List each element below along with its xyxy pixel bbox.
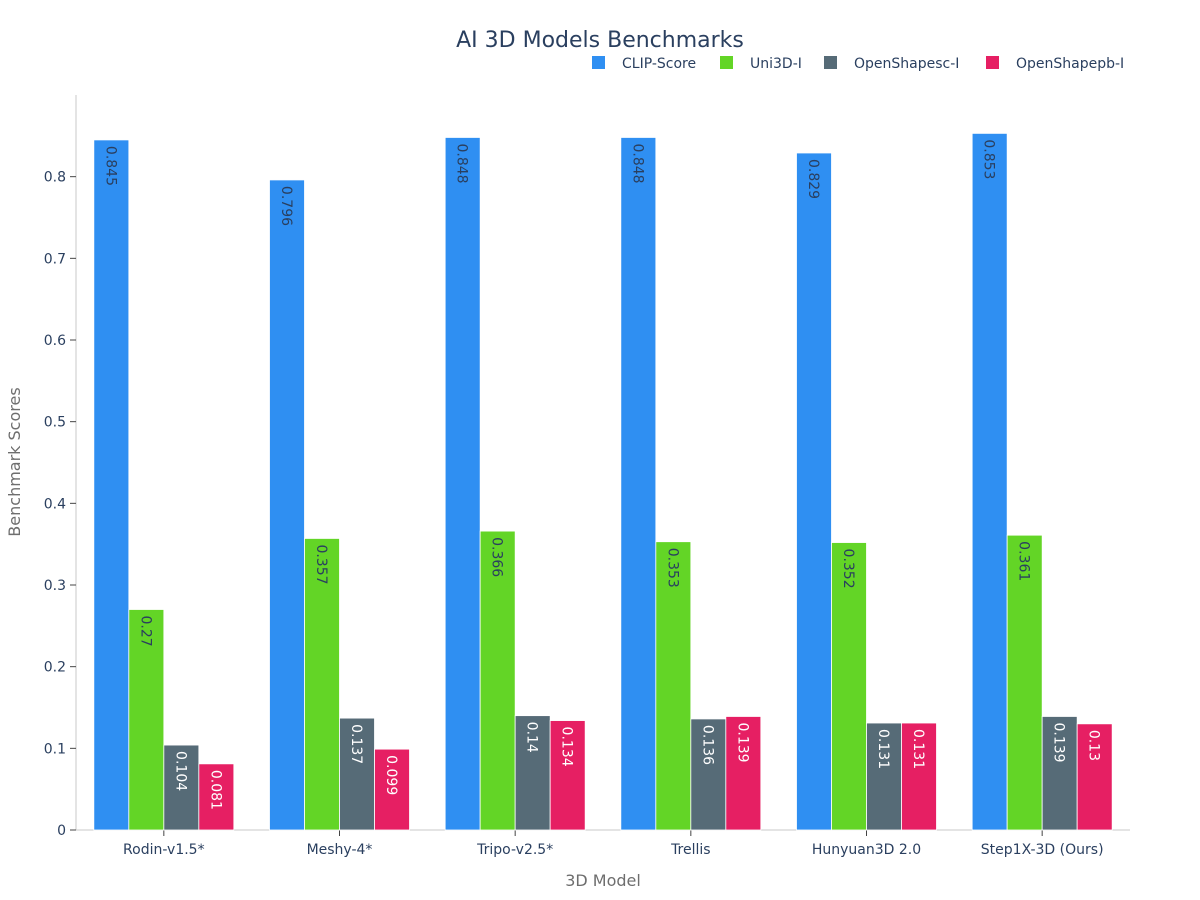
bar-value-label: 0.352 [840, 549, 856, 589]
bar-value-label: 0.134 [559, 727, 575, 767]
bar [901, 722, 937, 831]
x-tick-label: Meshy-4* [307, 842, 373, 858]
bar-value-label: 0.104 [172, 751, 188, 791]
bar-value-label: 0.845 [102, 146, 118, 186]
y-tick-label: 0.4 [44, 496, 66, 512]
bar [549, 720, 586, 831]
bar-value-label: 0.099 [383, 755, 399, 795]
bar [655, 541, 692, 831]
x-axis-title: 3D Model [565, 871, 641, 890]
legend-swatch [824, 56, 837, 69]
bar [128, 609, 165, 831]
bar [374, 748, 410, 831]
bar-value-label: 0.361 [1016, 541, 1032, 581]
y-tick-label: 0.8 [44, 170, 66, 186]
bar-value-label: 0.139 [1051, 722, 1067, 762]
bar-value-label: 0.353 [664, 548, 680, 588]
bar [690, 718, 727, 831]
bar [163, 744, 200, 831]
legend-label: OpenShapesc-I [854, 56, 959, 72]
bar [514, 715, 551, 831]
bar [725, 716, 762, 831]
bar-value-label: 0.27 [137, 616, 153, 647]
bar [304, 538, 340, 831]
bars [93, 132, 1113, 831]
bar [866, 722, 902, 831]
bar-value-label: 0.139 [734, 722, 750, 762]
bar-value-label: 0.131 [875, 729, 891, 769]
x-tick-label: Rodin-v1.5* [123, 842, 205, 858]
bar-value-label: 0.366 [489, 537, 505, 577]
y-axis-title: Benchmark Scores [5, 387, 24, 536]
bar-value-label: 0.848 [454, 143, 470, 183]
legend-swatch [592, 56, 605, 69]
y-tick-label: 0 [57, 823, 66, 839]
bar-value-label: 0.081 [207, 770, 223, 810]
bar-value-label: 0.357 [313, 544, 329, 584]
y-tick-label: 0.2 [44, 660, 66, 676]
bar-value-label: 0.14 [524, 722, 540, 753]
legend-label: OpenShapepb-I [1016, 56, 1124, 72]
bar-value-label: 0.796 [278, 186, 294, 226]
x-tick-label: Tripo-v2.5* [476, 842, 553, 858]
legend-swatch [720, 56, 733, 69]
bar-value-label: 0.848 [629, 143, 645, 183]
bar [831, 542, 867, 831]
bar-value-label: 0.829 [805, 159, 821, 199]
bar [796, 152, 832, 831]
bar-value-label: 0.853 [981, 139, 997, 179]
y-tick-label: 0.3 [44, 578, 66, 594]
legend: CLIP-Score Uni3D-I OpenShapesc-I OpenShapep… [592, 56, 1124, 72]
y-tick-label: 0.1 [44, 741, 66, 757]
x-tick-label: Step1X-3D (Ours) [981, 842, 1104, 858]
y-tick-label: 0.7 [44, 251, 66, 267]
bar-value-label: 0.136 [699, 725, 715, 765]
bar-value-label: 0.131 [910, 729, 926, 769]
bar-labels: 0.845 0.796 0.848 0.848 0.829 0.853 0.27 0.357 0… [102, 139, 1101, 810]
bar [198, 763, 235, 831]
legend-label: Uni3D-I [750, 56, 802, 72]
bar [269, 179, 305, 831]
y-tick-label: 0.5 [44, 415, 66, 431]
bar [93, 139, 130, 831]
y-axis: 0 0.1 0.2 0.3 0.4 0.5 0.6 0.7 0.8 [44, 95, 77, 839]
bar [444, 137, 481, 831]
legend-label: CLIP-Score [622, 56, 696, 72]
bar [1006, 534, 1043, 831]
bar [620, 137, 657, 831]
legend-swatch [986, 56, 999, 69]
bar [1076, 723, 1113, 831]
x-axis: Rodin-v1.5* Meshy-4* Tripo-v2.5* Trellis Hun… [76, 829, 1130, 858]
bar [339, 717, 375, 831]
x-tick-label: Trellis [670, 842, 711, 858]
bar-value-label: 0.137 [348, 724, 364, 764]
bar [971, 132, 1008, 831]
y-tick-label: 0.6 [44, 333, 66, 349]
bar [479, 530, 516, 831]
bar-value-label: 0.13 [1086, 730, 1102, 761]
x-tick-label: Hunyuan3D 2.0 [812, 842, 921, 858]
chart-title: AI 3D Models Benchmarks [456, 28, 744, 53]
